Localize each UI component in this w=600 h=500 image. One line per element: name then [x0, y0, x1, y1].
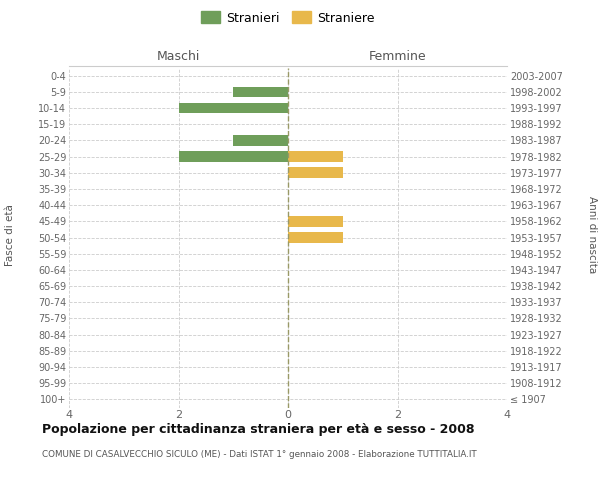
Text: Maschi: Maschi	[157, 50, 200, 62]
Text: Femmine: Femmine	[368, 50, 427, 62]
Bar	[233, 86, 288, 97]
Bar	[288, 168, 343, 178]
Text: Anni di nascita: Anni di nascita	[587, 196, 597, 274]
Legend: Stranieri, Straniere: Stranieri, Straniere	[199, 8, 377, 27]
Bar	[288, 232, 343, 243]
Text: Popolazione per cittadinanza straniera per età e sesso - 2008: Popolazione per cittadinanza straniera p…	[42, 422, 475, 436]
Bar	[179, 102, 288, 113]
Text: COMUNE DI CASALVECCHIO SICULO (ME) - Dati ISTAT 1° gennaio 2008 - Elaborazione T: COMUNE DI CASALVECCHIO SICULO (ME) - Dat…	[42, 450, 477, 459]
Bar	[288, 216, 343, 226]
Bar	[179, 152, 288, 162]
Bar	[288, 152, 343, 162]
Text: Fasce di età: Fasce di età	[5, 204, 15, 266]
Bar	[233, 135, 288, 145]
